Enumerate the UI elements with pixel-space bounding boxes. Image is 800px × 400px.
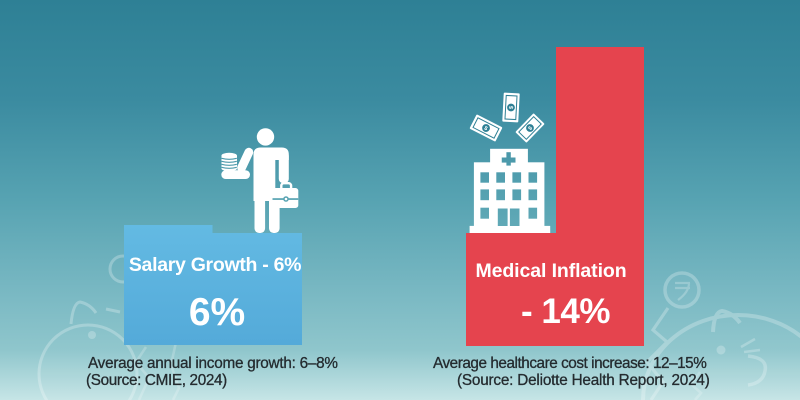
svg-text:$: $	[509, 106, 515, 109]
svg-text:$: $	[527, 126, 533, 132]
svg-text:$: $	[483, 126, 488, 133]
